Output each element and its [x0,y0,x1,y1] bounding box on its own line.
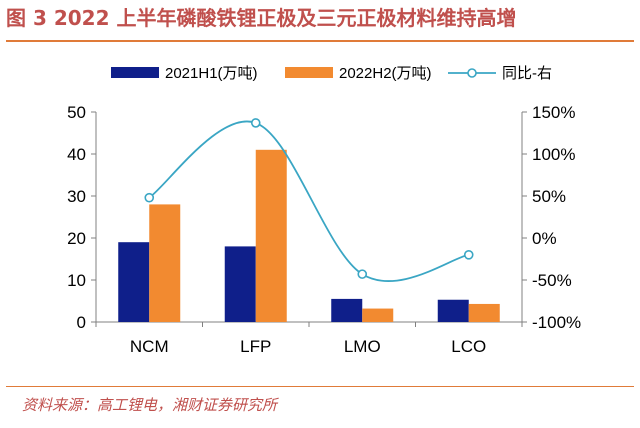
y-tick-label: 50 [67,103,86,122]
y-tick-label: 0 [77,313,86,332]
y2-tick-label: -100% [532,313,581,332]
legend-swatch-h1 [111,67,159,78]
bars [118,149,500,322]
legend-label-yoy: 同比-右 [502,65,552,82]
tick-labels: 0 10 20 30 40 50 -100% -50% 0% 50% 100% 150% NCM LFP L… [67,103,581,356]
yoy-line [148,120,469,282]
y-tick-label: 40 [67,145,86,164]
bar-h2-lmo [362,308,394,322]
y-tick-label: 10 [67,271,86,290]
y2-tick-label: -50% [532,271,572,290]
yoy-point-ncm [144,192,155,203]
y2-tick-label: 100% [532,145,575,164]
figure-title: 图 3 2022 上半年磷酸铁锂正极及三元正极材料维持高增 [6,6,517,30]
bar-h2-lco [468,303,500,322]
yoy-series [144,118,474,282]
y2-tick-label: 0% [532,229,557,248]
legend-swatch-h2 [285,67,333,78]
x-tick-label: LMO [344,337,381,356]
bar-h2-lfp [255,149,287,322]
legend-label-h1: 2021H1(万吨) [165,65,258,82]
bar-h1-lco [437,299,469,322]
bar-h1-lmo [331,298,363,322]
title-divider [6,40,634,42]
source-note: 资料来源：高工锂电，湘财证券研究所 [22,396,278,414]
bar-h1-ncm [118,242,150,322]
legend: 2021H1(万吨) 2022H2(万吨) 同比-右 [111,65,552,82]
legend-swatch-yoy-marker [467,68,477,78]
yoy-point-lfp [250,118,261,128]
x-tick-label: NCM [130,337,169,356]
x-tick-label: LCO [451,337,486,356]
bar-h1-lfp [224,246,256,322]
legend-label-h2: 2022H2(万吨) [339,65,432,82]
x-tick-label: LFP [240,337,271,356]
y2-tick-label: 150% [532,103,575,122]
y-tick-label: 20 [67,229,86,248]
source-divider [6,386,634,387]
y-tick-label: 30 [67,187,86,206]
y2-tick-label: 50% [532,187,566,206]
yoy-point-lco [463,250,474,260]
bar-h2-ncm [149,204,181,322]
yoy-point-lmo [357,269,368,279]
